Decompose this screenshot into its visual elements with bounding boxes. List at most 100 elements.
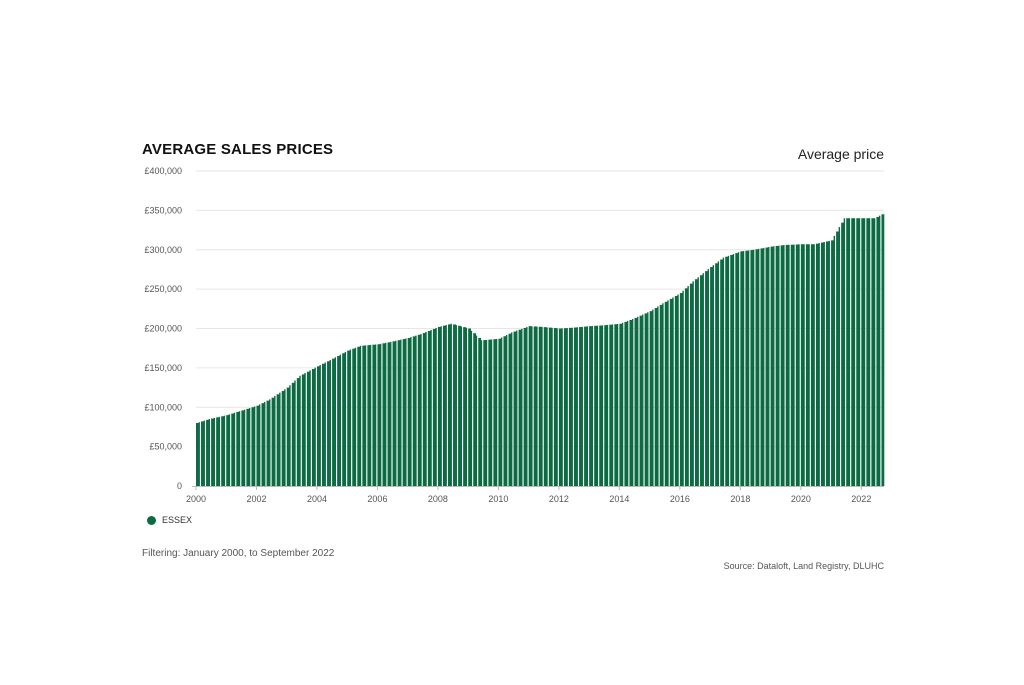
bar [196,423,199,486]
bar [264,401,266,486]
bar [256,405,260,486]
bar [614,324,618,486]
bar [581,326,583,486]
bar [455,325,457,487]
bar [364,345,367,487]
bar [770,246,774,486]
bar [730,254,734,486]
bar [228,414,231,486]
bar [274,396,276,486]
bar [732,254,735,486]
bar [324,362,326,486]
bar [211,418,214,486]
bar [783,245,785,486]
bar [475,335,478,486]
chart-title: AVERAGE SALES PRICES [142,141,334,158]
bar [677,294,679,486]
bar [717,261,720,486]
bar [760,248,764,486]
x-tick-label: 2012 [549,494,569,504]
y-tick-label: £50,000 [149,442,182,452]
bar [692,281,694,486]
bar [878,215,881,487]
bar [526,327,528,486]
bar [813,244,815,486]
bar [299,375,301,486]
bar [821,242,824,486]
source-text: Source: Dataloft, Land Registry, DLUHC [723,561,884,571]
bar [405,338,407,486]
bar [863,218,866,486]
bar [778,245,780,486]
bar [342,353,345,486]
bar [826,241,829,486]
bar [304,373,306,486]
bar [367,345,371,486]
bar [359,345,362,486]
bar [440,326,442,486]
bar [848,218,851,486]
bar [765,247,769,486]
bar [881,214,885,486]
bar [400,339,402,486]
bar [624,321,628,486]
x-tick-label: 2008 [428,494,448,504]
bar [382,343,386,486]
bar [712,265,715,486]
bar [664,301,668,486]
bar [271,397,275,486]
bar [702,273,704,486]
bar [836,231,839,486]
bar [574,327,577,486]
bar [700,275,703,486]
bar [332,358,335,486]
bar [750,250,754,486]
bar [649,311,653,486]
bar [412,336,416,487]
bar [755,249,759,486]
bar [478,337,482,486]
bar [810,244,814,486]
bar [216,417,219,487]
x-tick-label: 2022 [851,494,871,504]
x-tick-label: 2006 [367,494,387,504]
bar [634,317,638,486]
x-tick-label: 2016 [670,494,690,504]
bar [601,325,604,486]
bar [432,328,436,486]
bar [697,277,699,486]
bar [571,327,573,486]
bar [629,320,633,486]
bar [763,247,765,486]
bar [430,329,432,486]
bar [546,327,548,487]
bar [757,248,760,486]
x-tick-label: 2014 [609,494,629,504]
bar [357,346,361,486]
bar [316,366,320,486]
bar [407,337,411,486]
bar [490,339,493,486]
bar [397,340,401,486]
bar [445,325,447,486]
bar [503,336,507,486]
bar [707,269,709,486]
bar [306,371,310,486]
bar [642,314,644,486]
bar [611,324,614,486]
bar [468,328,471,486]
bar [261,403,265,486]
bar [463,327,466,486]
bar [876,216,880,486]
bar [402,339,406,486]
bar [856,218,860,486]
bar [415,335,417,486]
bar [460,326,463,486]
bar [740,251,744,486]
bar [689,283,693,486]
bar [833,235,835,486]
bar [657,306,659,486]
bar [599,325,603,486]
bar [437,326,441,486]
bar [337,355,340,486]
